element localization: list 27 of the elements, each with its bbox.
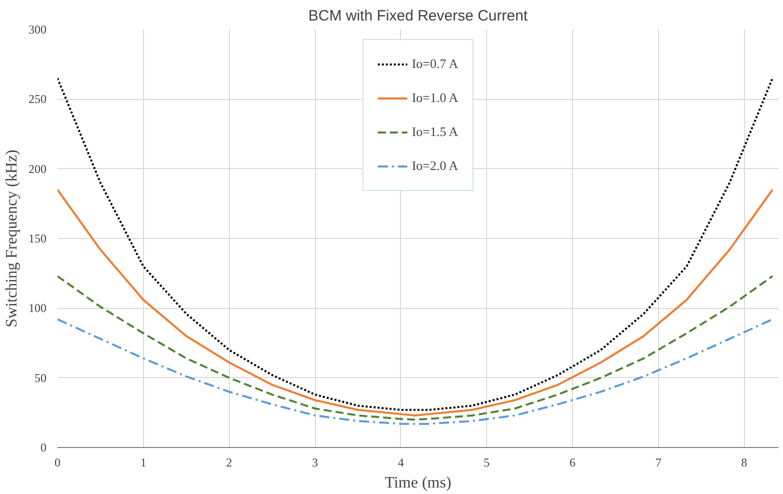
chart-title: BCM with Fixed Reverse Current xyxy=(308,8,528,24)
line-series xyxy=(58,318,774,425)
y-tick-label: 0 xyxy=(40,440,46,454)
legend-label: Io=1.5 A xyxy=(412,124,458,140)
legend-label: Io=0.7 A xyxy=(412,56,458,72)
x-tick-label: 0 xyxy=(54,456,60,470)
x-axis-title: Time (ms) xyxy=(384,474,452,492)
x-tick-label: 6 xyxy=(570,456,576,470)
y-tick-label: 100 xyxy=(28,301,46,316)
x-tick-label: 5 xyxy=(484,456,490,470)
x-tick-label: 7 xyxy=(655,456,662,470)
y-tick-label: 200 xyxy=(28,162,46,176)
x-tick-label: 2 xyxy=(226,456,232,470)
y-tick-label: 250 xyxy=(28,92,46,106)
line-series xyxy=(58,275,774,421)
y-tick-label: 50 xyxy=(34,370,46,385)
y-tick-label: 300 xyxy=(28,22,46,36)
y-tick-label: 150 xyxy=(28,232,46,246)
x-tick-label: 3 xyxy=(312,456,318,470)
legend-label: Io=1.0 A xyxy=(412,90,458,106)
x-tick-label: 1 xyxy=(140,456,146,470)
legend-label: Io=2.0 A xyxy=(412,158,458,174)
y-axis-title: Switching Frequency (kHz) xyxy=(4,150,20,328)
x-tick-label: 4 xyxy=(398,456,404,470)
line-series xyxy=(58,188,774,416)
line-series xyxy=(58,77,774,411)
x-tick-label: 8 xyxy=(741,456,748,470)
